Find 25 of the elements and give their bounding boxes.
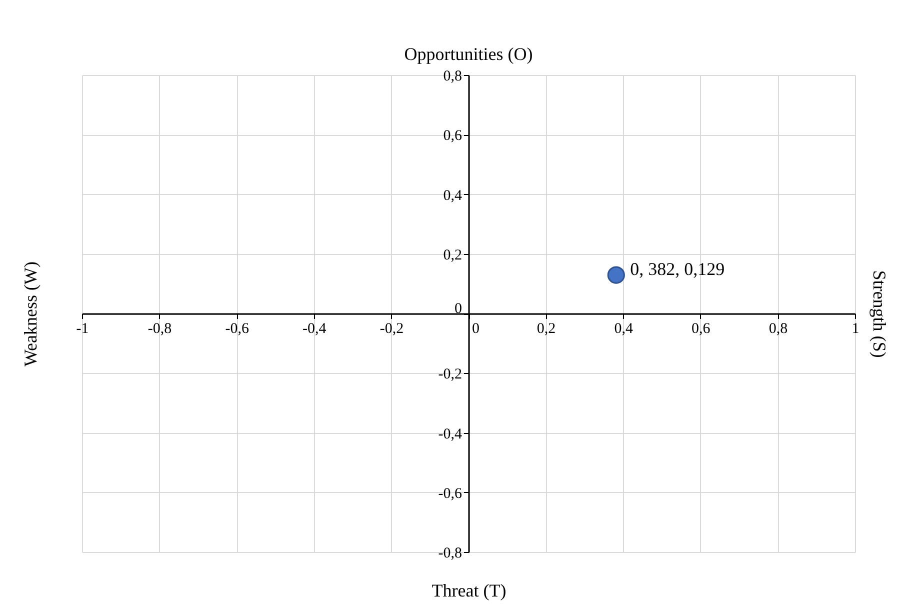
x-tick-label: 0,8 xyxy=(768,321,788,337)
y-tick-label: -0,4 xyxy=(438,426,462,442)
y-tick-label: 0,2 xyxy=(443,247,462,264)
x-tick-label: -0,6 xyxy=(225,321,250,337)
y-axis-title: Weakness (W) xyxy=(20,261,40,367)
x-axis-title: Threat (T) xyxy=(432,580,506,600)
chart-title: Opportunities (O) xyxy=(404,44,533,64)
y-tick-label: 0,6 xyxy=(443,128,462,144)
x-tick-label: -0,2 xyxy=(380,321,404,337)
x-tick-label: 0,4 xyxy=(614,321,634,337)
x-tick-label: -0,4 xyxy=(302,321,327,337)
x-tick-label: 0 xyxy=(472,321,480,337)
x-tick-label: 1 xyxy=(852,321,860,337)
y2-axis-title: Strength (S) xyxy=(870,270,890,358)
y-tick-label: -0,2 xyxy=(438,366,462,383)
y-tick-label: 0,4 xyxy=(443,188,462,204)
x-tick-label: 0,2 xyxy=(536,321,556,337)
annotation: 0, 382, 0,129 xyxy=(630,259,725,280)
y-tick-label: -0,8 xyxy=(438,546,462,562)
x-tick-label: -1 xyxy=(76,321,89,337)
y-tick-label: 0,8 xyxy=(443,68,462,84)
y-tick-label: -0,6 xyxy=(438,486,462,502)
y-tick-label: 0 xyxy=(454,301,462,317)
x-tick-label: 0,6 xyxy=(692,321,711,337)
x-tick-label: -0,8 xyxy=(148,321,172,337)
